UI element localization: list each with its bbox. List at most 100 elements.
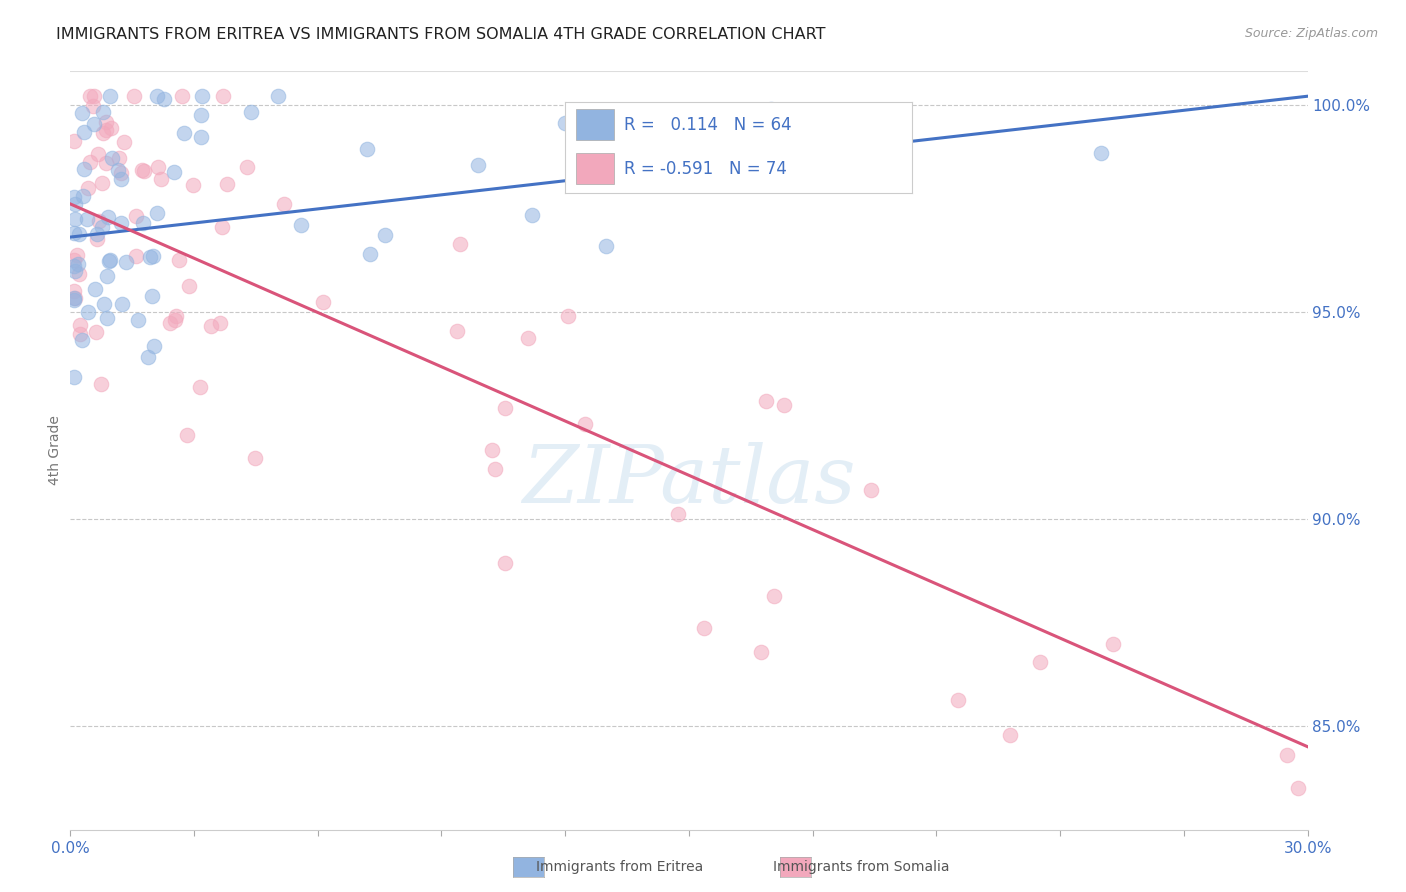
Point [467,158,489,172]
Point [141,288,163,302]
Point [374,228,396,243]
Point [83,89,105,103]
Point [108,151,131,165]
Y-axis label: 4th Grade: 4th Grade [48,416,62,485]
Point [77,180,100,194]
Point [98,89,121,103]
Point [749,645,772,659]
Text: Immigrants from Eritrea: Immigrants from Eritrea [536,860,703,874]
Point [134,163,156,178]
Point [177,279,200,293]
Point [628,174,651,188]
Point [200,319,222,334]
Point [91,177,114,191]
Point [211,89,233,103]
Point [1102,637,1125,651]
Point [215,178,238,192]
Point [70,334,93,348]
Point [143,339,166,353]
Point [484,462,506,476]
Point [239,105,262,120]
Point [449,237,471,252]
Text: Immigrants from Somalia: Immigrants from Somalia [773,860,950,874]
Point [125,209,148,223]
Point [166,310,188,324]
Point [127,313,149,327]
Point [693,621,716,635]
Point [100,121,122,136]
Point [522,208,544,222]
Point [188,380,211,394]
Point [83,117,105,131]
Point [772,398,794,412]
Point [107,162,129,177]
Point [69,318,91,332]
Point [86,232,108,246]
Point [208,316,231,330]
Point [63,293,86,308]
Point [176,428,198,442]
Point [72,162,94,177]
Point [190,107,212,121]
Point [574,417,596,431]
Point [762,589,785,603]
Point [125,249,148,263]
Point [595,239,617,253]
Point [63,252,86,267]
Point [1090,145,1112,160]
Point [96,114,118,128]
Point [98,252,121,267]
Point [65,291,87,305]
Point [110,297,132,311]
Point [63,189,86,203]
Point [65,264,87,278]
Point [114,135,136,149]
Point [114,255,136,269]
Point [94,156,117,170]
Point [142,249,165,263]
Point [122,89,145,103]
Point [359,246,381,260]
Point [63,291,86,305]
Point [76,211,98,226]
Point [72,189,94,203]
Point [1275,747,1298,762]
Point [153,92,176,106]
Point [63,226,86,240]
Point [67,267,90,281]
Point [1029,655,1052,669]
Point [173,127,195,141]
Point [190,130,212,145]
Point [63,211,86,226]
Point [356,142,378,156]
Point [163,165,186,179]
Point [494,556,516,570]
Point [90,377,112,392]
Point [148,160,170,174]
Point [87,146,110,161]
Point [82,99,104,113]
Point [146,205,169,219]
Point [94,123,117,137]
Point [79,89,101,103]
Point [63,259,86,273]
Point [145,89,167,103]
Point [66,248,89,262]
Point [666,507,689,521]
Point [67,227,90,242]
Point [755,393,778,408]
Point [65,196,87,211]
Point [516,331,538,345]
Point [97,253,120,268]
Point [69,327,91,342]
Text: ZIPatlas: ZIPatlas [522,442,856,519]
Point [859,483,882,497]
Point [132,216,155,230]
Point [172,89,194,103]
Point [163,313,186,327]
Point [93,296,115,310]
Point [76,304,98,318]
Point [446,324,468,338]
Point [91,219,114,234]
Point [998,727,1021,741]
